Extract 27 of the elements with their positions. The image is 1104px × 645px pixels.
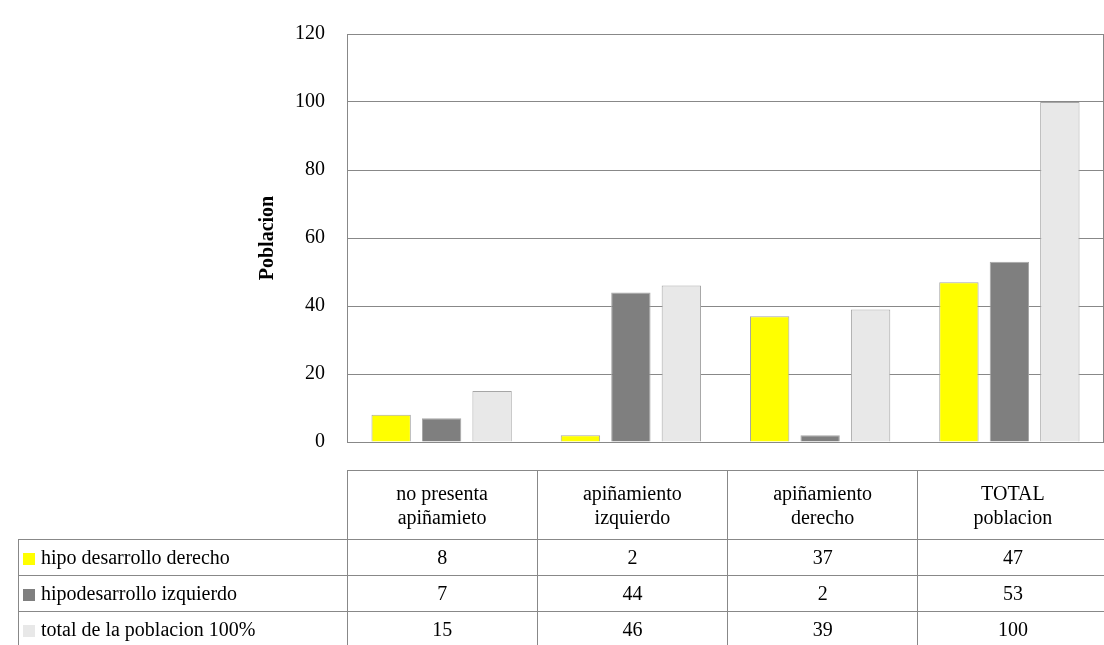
y-axis-title: Poblacion xyxy=(255,195,278,281)
data-label: 100 xyxy=(917,611,1104,645)
x-tick-label: no presenta apiñamieto xyxy=(347,470,538,540)
x-tick-label: TOTAL poblacion xyxy=(917,470,1104,540)
data-label: 37 xyxy=(727,539,918,576)
data-label: 2 xyxy=(537,539,728,576)
y-tick-label: 0 xyxy=(315,429,325,452)
data-label: 46 xyxy=(537,611,728,645)
data-label: 44 xyxy=(537,575,728,612)
y-tick-label: 40 xyxy=(305,293,325,316)
data-label: 15 xyxy=(347,611,538,645)
x-tick-label: apiñamiento izquierdo xyxy=(537,470,728,540)
y-tick-label: 120 xyxy=(295,21,325,44)
data-label: 53 xyxy=(917,575,1104,612)
data-label: 47 xyxy=(917,539,1104,576)
y-tick-label: 20 xyxy=(305,361,325,384)
y-tick-label: 80 xyxy=(305,157,325,180)
y-tick-label: 60 xyxy=(305,225,325,248)
legend-label: hipo desarrollo derecho xyxy=(18,539,347,576)
data-label: 2 xyxy=(727,575,918,612)
y-tick-label: 100 xyxy=(295,89,325,112)
data-label: 39 xyxy=(727,611,918,645)
x-tick-label: apiñamiento derecho xyxy=(727,470,918,540)
legend-label: total de la poblacion 100% xyxy=(18,611,347,645)
data-label: 7 xyxy=(347,575,538,612)
legend-label: hipodesarrollo izquierdo xyxy=(18,575,347,612)
data-label: 8 xyxy=(347,539,538,576)
